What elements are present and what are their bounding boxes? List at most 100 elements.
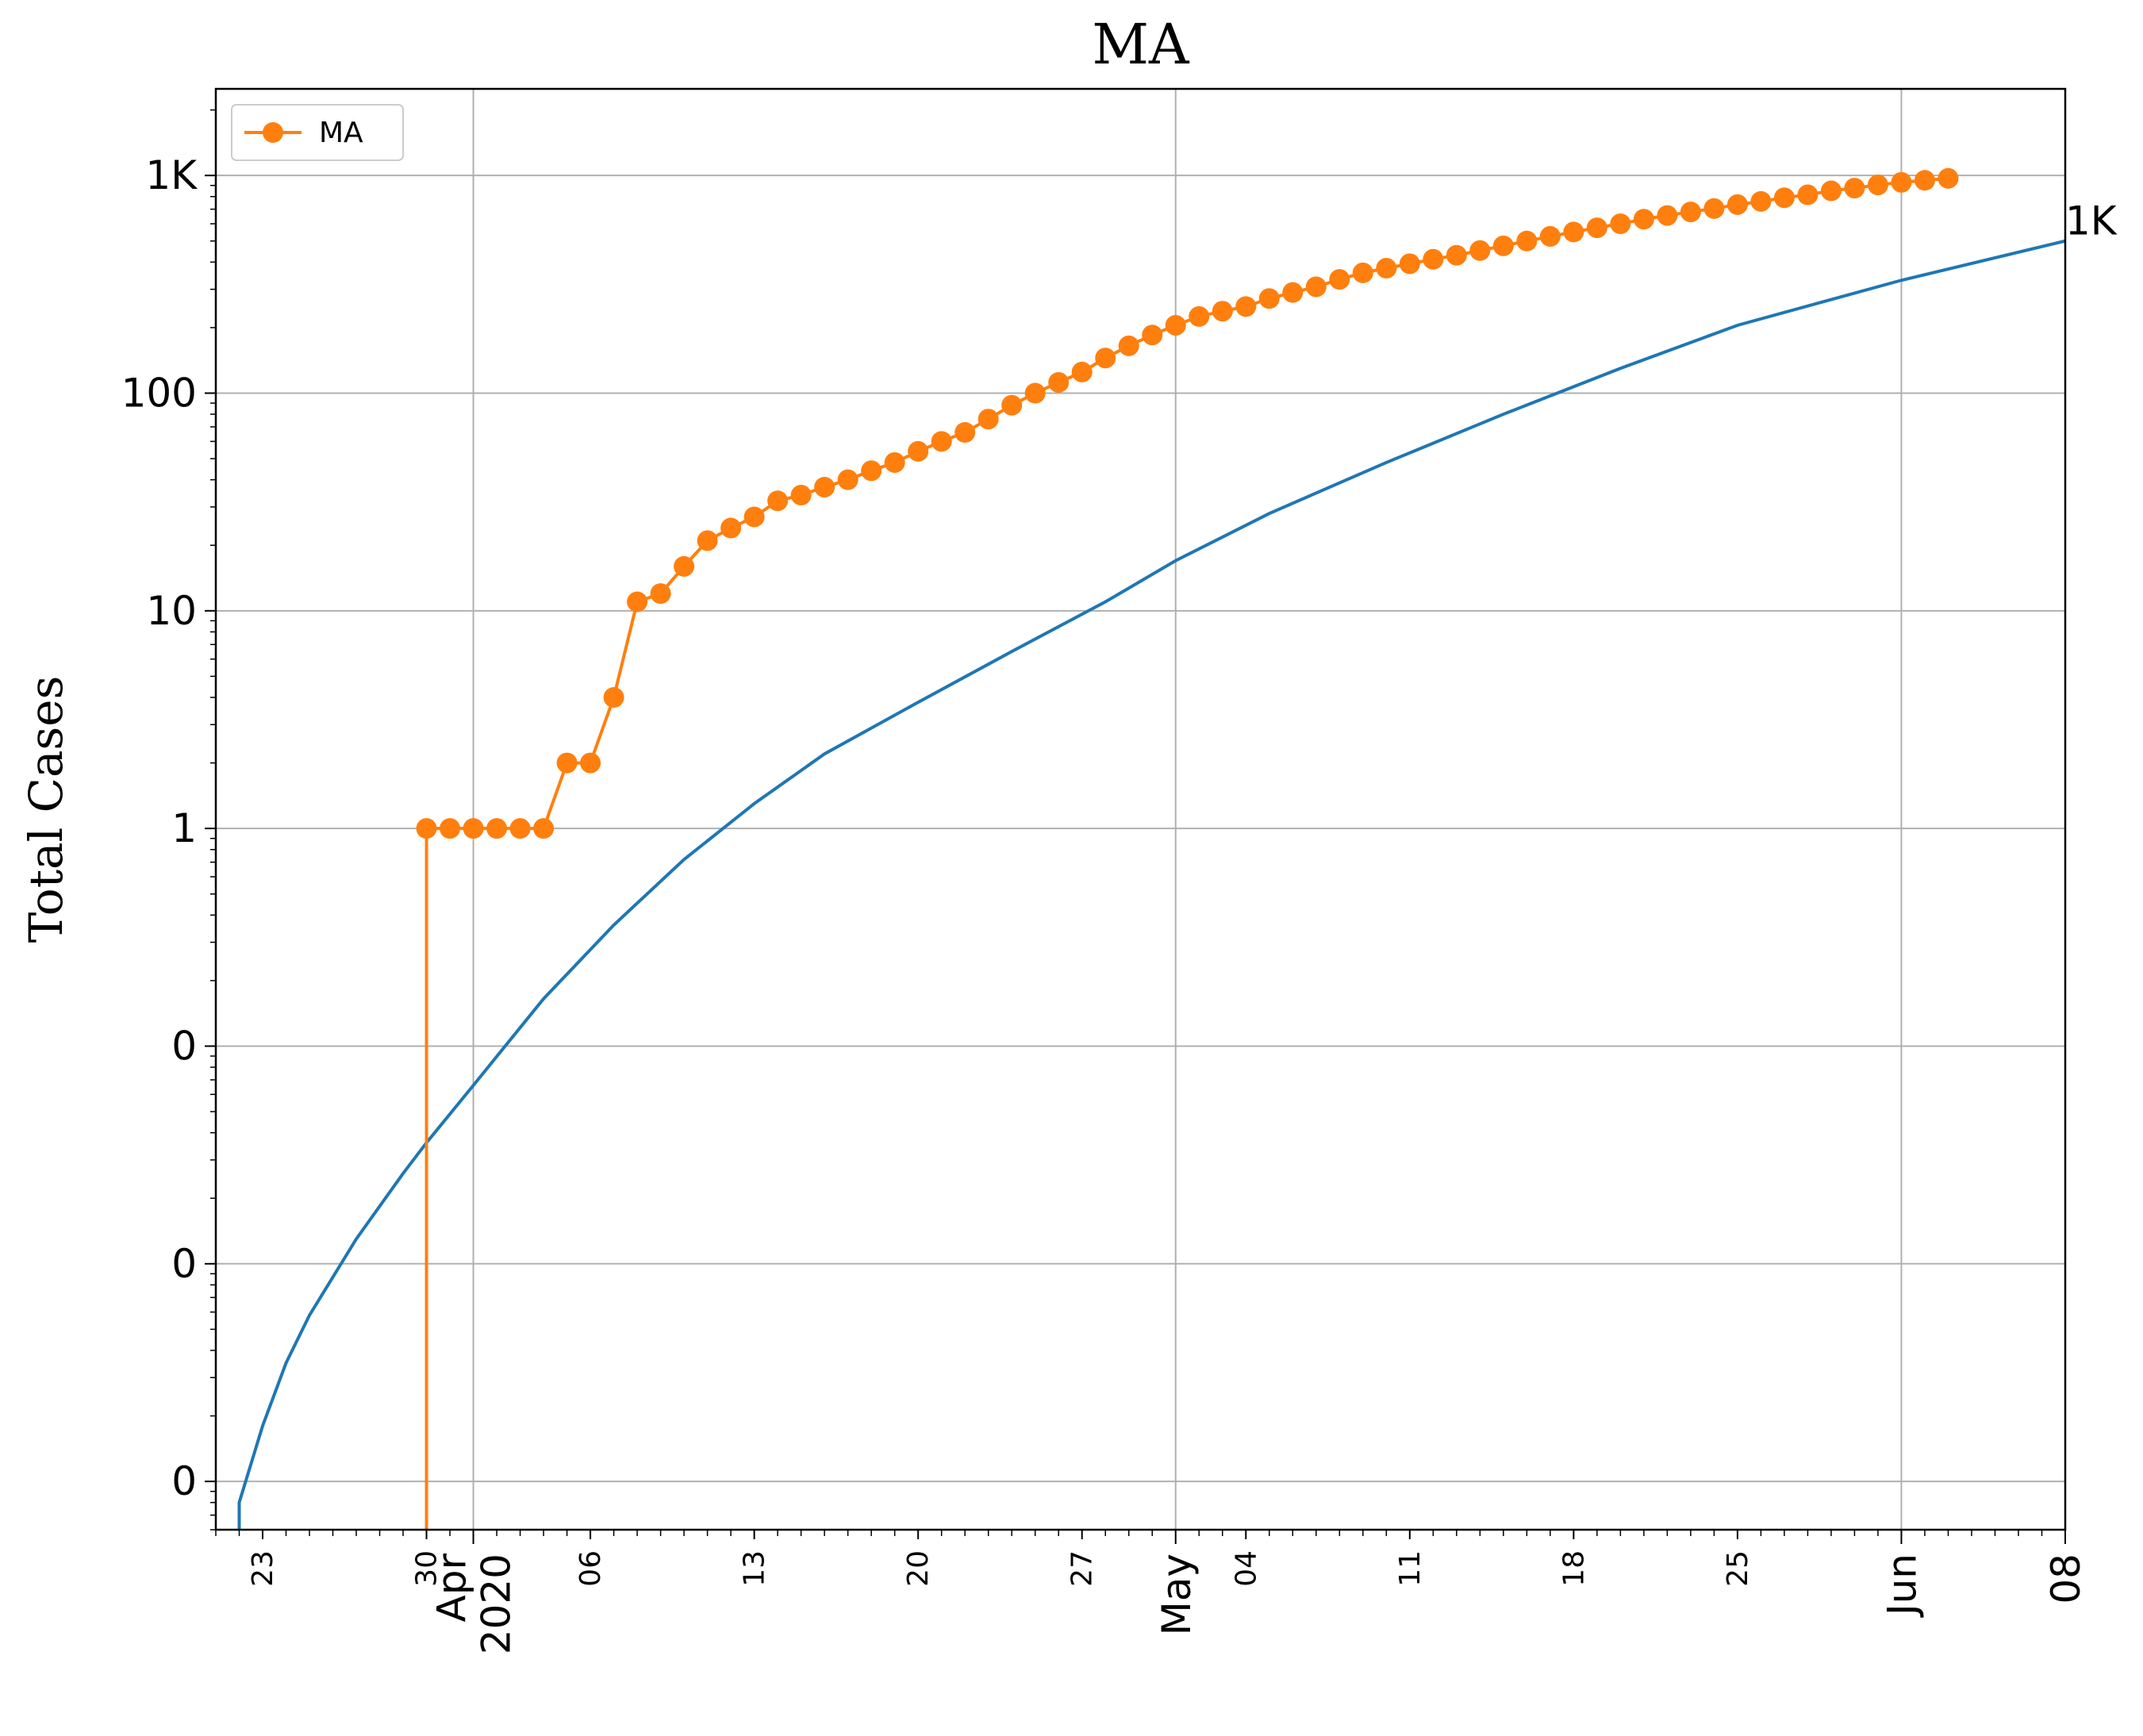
x-major-tick-label: 08 [2043,1554,2089,1604]
series-ma-point [743,506,765,528]
series-ma-point [1352,262,1373,283]
x-week-tick-label: 04 [1230,1550,1262,1587]
y-tick-label: 0 [171,1023,197,1069]
series-ma-point [1376,258,1397,279]
series-ma-point [533,818,555,839]
x-week-tick-label: 13 [739,1550,771,1587]
x-week-tick-label: 27 [1066,1550,1099,1587]
series-ma-point [580,752,601,774]
series-ma-point [814,476,835,497]
series-ma-point [1516,230,1538,252]
y-tick-label: 100 [121,370,197,416]
series-ma-point [1258,288,1280,309]
series-ma-point [1773,187,1795,209]
x-week-tick-label: 20 [902,1550,935,1587]
legend-series-label: MA [319,117,363,149]
series-ma-point [931,431,952,452]
fit-curve-line [237,239,2065,1530]
series-ma-point [1492,235,1514,256]
series-ma-point [650,583,671,605]
x-week-tick-label: 06 [574,1550,607,1587]
series-ma-point [977,409,999,430]
series-ma-point [1329,269,1350,290]
series-ma-point [416,818,437,839]
series-ma-point [884,451,905,473]
x-week-tick-label: 18 [1557,1550,1590,1587]
series-ma-point [1235,296,1257,317]
x-week-tick-label: 30 [411,1550,444,1587]
series-ma-point [1563,221,1584,243]
y-tick-label: 10 [146,588,197,634]
series-ma-point [509,818,531,839]
series-ma-point [674,555,695,577]
series-ma-point [861,460,882,482]
series-ma-point [1165,314,1186,336]
series-ma-point [1118,335,1139,356]
series-ma-point [1024,382,1046,404]
series-ma-point [837,469,858,490]
series-ma-point [767,490,789,512]
series-ma-point [1539,225,1561,247]
series-ma-point [1703,198,1725,219]
series-ma-point [1867,175,1888,196]
series-ma-point [1938,167,1959,189]
series-ma-point [1142,325,1163,346]
series-ma-point [1305,276,1327,298]
series-ma-point [1633,209,1654,230]
series-ma-point [1469,240,1491,261]
series-ma-point [1095,348,1116,369]
series-ma-point [1212,301,1233,322]
series-ma-point [908,440,929,462]
x-week-tick-label: 11 [1394,1550,1427,1587]
series-ma-point [1399,253,1420,275]
series-ma-point [1657,205,1678,226]
series-ma-point [1189,305,1210,327]
series-ma-point [1048,371,1070,393]
y-tick-label: 0 [171,1241,197,1287]
legend-series-marker [263,122,283,143]
x-major-tick-label: Jun [1879,1554,1925,1618]
series-ma-point [1680,202,1701,223]
series-ma-point [1071,361,1093,382]
chart-title: MA [1092,12,1190,77]
series-ma-point [790,485,812,506]
legend: MA [231,104,404,161]
series-ma-point [1797,184,1818,205]
series-ma-point [1726,194,1748,215]
fit-end-annotation: 1K [2065,198,2118,244]
series-ma-point [1446,244,1467,266]
series-ma-point [1586,217,1607,239]
x-week-tick-label: 25 [1722,1550,1754,1587]
series-ma-point [627,591,648,613]
x-major-tick-label: Apr [429,1554,475,1623]
x-major-tick-label: May [1154,1554,1200,1635]
series-ma-point [954,421,976,443]
series-ma-point [486,818,508,839]
series-ma-point [720,517,742,539]
series-ma-point [1750,190,1772,212]
series-ma-point [440,818,461,839]
x-week-tick-label: 23 [247,1550,279,1587]
series-ma-point [1844,178,1865,199]
y-tick-label: 0 [171,1458,197,1504]
series-ma-point [1282,282,1304,303]
series-ma-point [1820,180,1842,202]
series-ma-point [697,530,718,551]
series-ma-point [1914,170,1935,191]
series-layer [237,167,2065,1530]
series-ma-point [1610,213,1631,235]
series-ma-point [603,686,624,708]
y-axis-label: Total Cases [19,676,73,943]
y-tick-label: 1K [145,152,198,198]
x-major-tick-label: 2020 [474,1554,520,1654]
legend-box [231,104,404,161]
series-ma-point [463,818,484,839]
plot-frame [214,87,2067,1531]
y-tick-label: 1 [171,805,197,851]
series-ma-point [556,752,578,774]
series-ma-point [1423,248,1444,270]
series-ma-point [1891,171,1912,193]
